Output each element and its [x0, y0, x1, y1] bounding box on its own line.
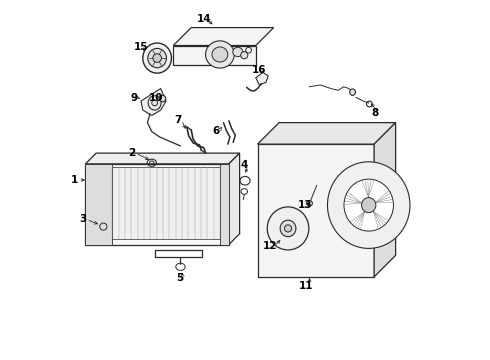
Text: 7: 7 — [174, 115, 182, 125]
Text: 10: 10 — [149, 93, 164, 103]
Ellipse shape — [205, 41, 234, 68]
Text: 4: 4 — [241, 160, 248, 170]
Text: 8: 8 — [371, 108, 378, 118]
Ellipse shape — [307, 201, 313, 206]
Polygon shape — [293, 215, 307, 229]
Ellipse shape — [143, 43, 172, 73]
Polygon shape — [280, 209, 291, 224]
Polygon shape — [141, 89, 166, 116]
Ellipse shape — [344, 179, 393, 231]
Polygon shape — [85, 164, 112, 244]
Text: 12: 12 — [263, 241, 277, 251]
Ellipse shape — [285, 225, 292, 232]
Polygon shape — [85, 153, 240, 164]
Ellipse shape — [350, 89, 355, 95]
Ellipse shape — [148, 48, 167, 68]
Text: 14: 14 — [196, 14, 211, 24]
Ellipse shape — [148, 96, 161, 110]
Ellipse shape — [212, 47, 228, 62]
Text: 13: 13 — [298, 200, 313, 210]
Text: 2: 2 — [128, 148, 136, 158]
Text: 9: 9 — [130, 93, 137, 103]
Polygon shape — [258, 144, 374, 277]
Polygon shape — [85, 164, 229, 244]
Polygon shape — [289, 233, 306, 245]
Polygon shape — [112, 167, 220, 239]
Ellipse shape — [280, 220, 296, 237]
Text: 11: 11 — [299, 281, 313, 291]
Ellipse shape — [233, 47, 243, 57]
Text: 6: 6 — [212, 126, 219, 135]
Text: 5: 5 — [176, 273, 183, 283]
Polygon shape — [173, 28, 274, 45]
Ellipse shape — [159, 95, 166, 102]
Polygon shape — [258, 123, 395, 144]
Polygon shape — [173, 45, 256, 65]
Ellipse shape — [267, 207, 309, 250]
Polygon shape — [275, 230, 285, 249]
Polygon shape — [374, 123, 395, 277]
Text: 3: 3 — [79, 215, 87, 224]
Polygon shape — [256, 72, 269, 85]
Ellipse shape — [362, 198, 376, 213]
Ellipse shape — [241, 51, 248, 59]
Text: 15: 15 — [134, 42, 148, 52]
Polygon shape — [229, 153, 240, 244]
Text: 16: 16 — [251, 64, 266, 75]
Ellipse shape — [327, 162, 410, 248]
Text: 1: 1 — [71, 175, 78, 185]
Polygon shape — [267, 221, 285, 230]
Polygon shape — [220, 164, 229, 244]
Ellipse shape — [153, 54, 161, 62]
